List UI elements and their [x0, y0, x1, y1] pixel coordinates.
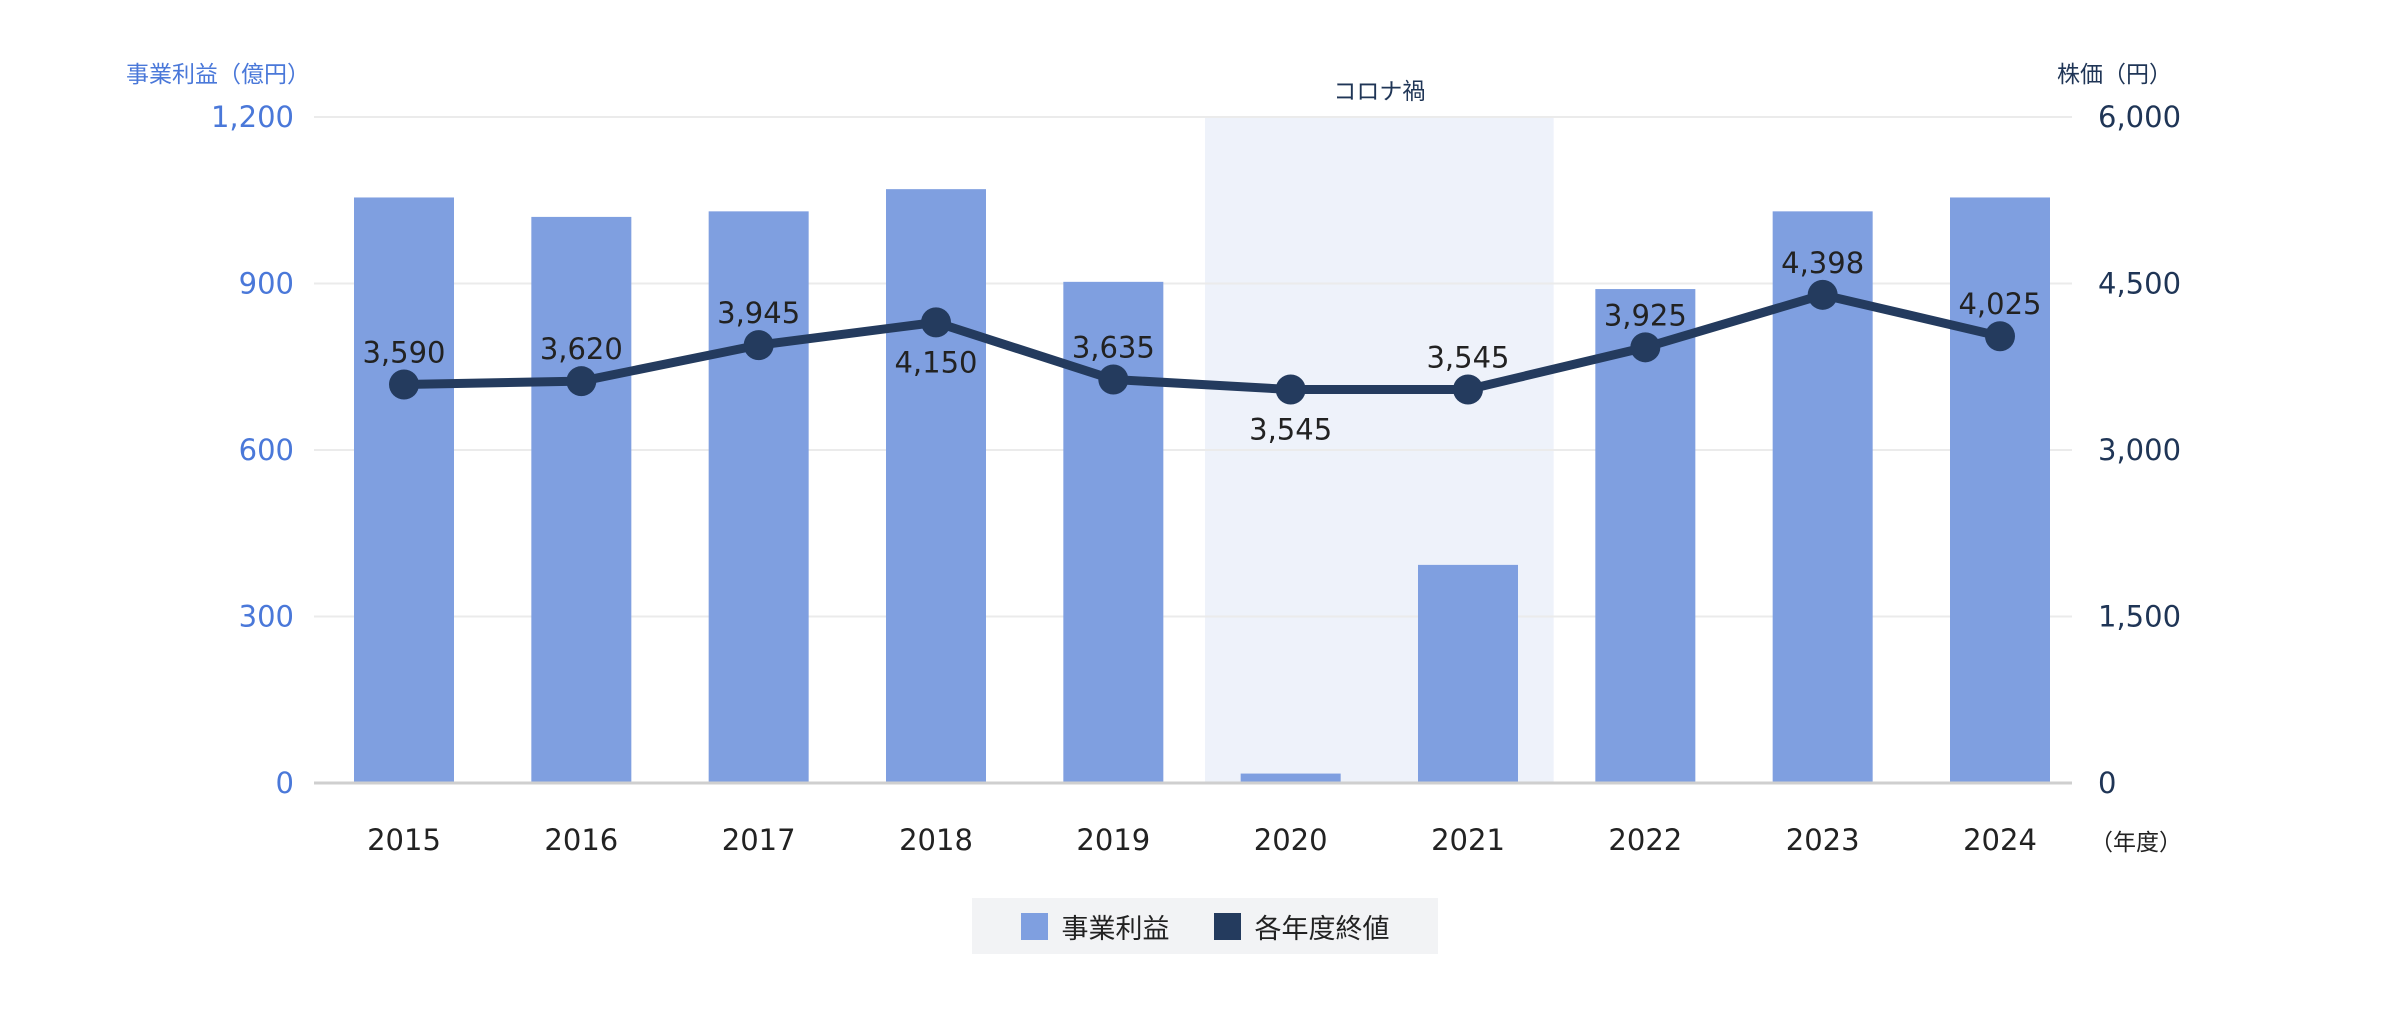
- bar: [531, 216, 632, 783]
- legend: 事業利益 各年度終値: [972, 898, 1438, 954]
- legend-swatch-operating-profit: [1020, 912, 1048, 940]
- price-data-label: 3,925: [1604, 298, 1687, 332]
- legend-swatch-closing-price: [1213, 912, 1241, 940]
- price-point: [389, 369, 419, 400]
- x-unit-label: （年度）: [2090, 830, 2182, 856]
- right-tick-label: 0: [2098, 766, 2116, 800]
- price-data-label: 4,398: [1781, 246, 1864, 280]
- price-data-label: 3,635: [1072, 331, 1155, 365]
- left-tick-label: 600: [239, 433, 294, 467]
- price-point: [743, 330, 774, 361]
- price-point: [1807, 279, 1838, 310]
- x-tick-label: 2018: [899, 823, 973, 857]
- price-point: [566, 366, 597, 397]
- bar: [886, 189, 986, 783]
- left-tick-label: 300: [239, 600, 294, 634]
- price-data-label: 3,545: [1249, 413, 1332, 447]
- x-tick-label: 2022: [1608, 823, 1682, 857]
- bar: [708, 211, 809, 784]
- price-data-label: 4,150: [894, 345, 977, 379]
- price-point: [1098, 364, 1129, 395]
- x-tick-label: 2023: [1786, 823, 1860, 857]
- legend-label-closing-price: 各年度終値: [1254, 913, 1390, 945]
- right-tick-label: 1,500: [2098, 600, 2181, 634]
- price-data-label: 4,025: [1958, 287, 2041, 321]
- x-tick-label: 2020: [1254, 823, 1328, 857]
- price-point: [921, 307, 951, 338]
- highlight-label: コロナ禍: [1333, 79, 1425, 105]
- price-point: [1275, 374, 1306, 405]
- legend-item-closing-price: 各年度終値: [1213, 907, 1390, 946]
- right-axis-title: 株価（円）: [2057, 62, 2172, 88]
- left-tick-label: 900: [239, 267, 294, 301]
- x-tick-label: 2015: [367, 823, 441, 857]
- right-tick-label: 4,500: [2098, 267, 2181, 301]
- legend-label-operating-profit: 事業利益: [1061, 913, 1170, 945]
- left-tick-label: 0: [276, 766, 294, 800]
- bar: [1595, 289, 1696, 783]
- left-axis-title: 事業利益（億円）: [126, 62, 310, 88]
- price-data-label: 3,945: [717, 296, 800, 330]
- x-tick-label: 2021: [1431, 823, 1505, 857]
- x-tick-label: 2017: [722, 823, 796, 857]
- price-line: [399, 290, 2005, 395]
- price-data-label: 3,545: [1426, 341, 1509, 375]
- left-tick-label: 1,200: [211, 100, 294, 134]
- bar: [1418, 564, 1518, 783]
- legend-item-operating-profit: 事業利益: [1020, 907, 1170, 946]
- bar: [1240, 773, 1341, 783]
- price-data-label: 3,620: [540, 332, 623, 366]
- right-tick-label: 3,000: [2098, 433, 2181, 467]
- x-tick-label: 2024: [1963, 823, 2037, 857]
- bar: [1950, 197, 2050, 784]
- right-tick-label: 6,000: [2098, 100, 2181, 134]
- bar: [354, 197, 454, 784]
- price-point: [1453, 374, 1483, 405]
- price-point: [1630, 332, 1661, 363]
- x-tick-label: 2019: [1076, 823, 1150, 857]
- price-point: [1985, 321, 2015, 352]
- price-data-label: 3,590: [362, 336, 445, 370]
- x-tick-label: 2016: [544, 823, 618, 857]
